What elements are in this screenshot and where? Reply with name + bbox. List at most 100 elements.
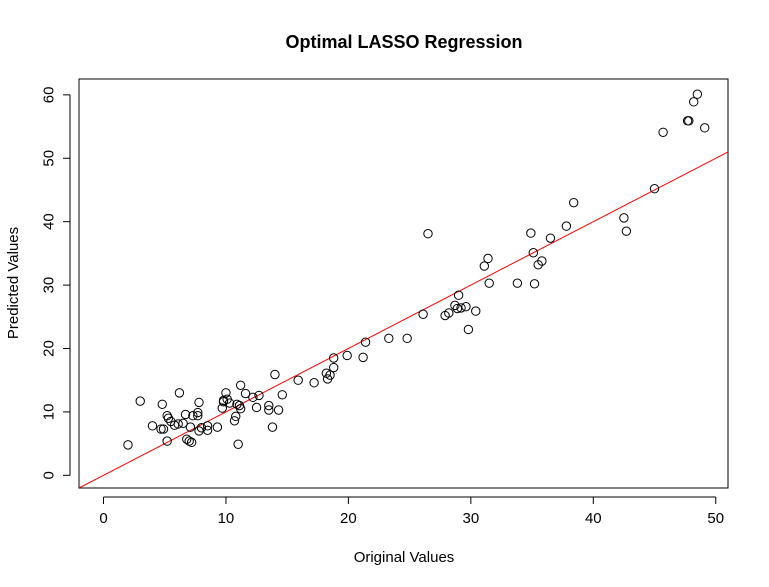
data-point: [325, 370, 335, 380]
data-point: [360, 337, 371, 347]
data-point: [621, 226, 632, 236]
data-point: [231, 411, 241, 422]
data-point: [561, 221, 572, 231]
data-point: [186, 437, 197, 448]
data-point: [479, 261, 490, 271]
data-point: [700, 123, 710, 133]
y-axis-label: Predicted Values: [5, 227, 22, 339]
data-point: [180, 409, 191, 420]
data-point: [248, 392, 258, 403]
data-point: [162, 436, 172, 446]
data-point: [418, 309, 428, 319]
data-point: [184, 436, 194, 446]
plot-frame: [78, 78, 729, 489]
data-point: [196, 423, 207, 433]
y-tick-label: 20: [41, 340, 58, 357]
data-point: [212, 422, 223, 432]
x-tick-label: 0: [99, 510, 107, 527]
data-point: [684, 116, 694, 126]
data-point: [529, 279, 540, 289]
data-point: [158, 424, 169, 434]
data-point: [229, 416, 240, 426]
data-point: [235, 380, 246, 390]
data-point: [309, 378, 319, 388]
data-point: [342, 350, 352, 361]
data-point: [293, 375, 303, 385]
data-point: [270, 369, 280, 380]
data-point: [173, 419, 183, 429]
data-point: [569, 197, 579, 208]
data-point: [692, 89, 703, 99]
data-point: [423, 229, 433, 239]
y-tick-label: 30: [41, 277, 58, 294]
data-point: [193, 407, 203, 418]
data-point: [483, 253, 493, 264]
data-point: [202, 425, 213, 435]
data-point: [526, 228, 536, 238]
data-point: [123, 440, 133, 450]
y-tick-label: 40: [41, 213, 58, 230]
fit-line-group: [79, 151, 728, 488]
data-point: [453, 290, 464, 300]
data-point: [689, 97, 699, 107]
data-point: [251, 402, 262, 413]
data-point: [329, 353, 339, 363]
data-point: [217, 403, 227, 413]
data-point: [619, 213, 629, 223]
y-tick-label: 50: [41, 150, 58, 167]
data-point: [163, 413, 174, 423]
data-point: [456, 303, 466, 313]
data-point: [461, 301, 471, 312]
data-point: [484, 278, 494, 288]
data-point: [169, 420, 180, 430]
data-point: [452, 303, 463, 314]
data-point: [329, 362, 339, 373]
data-point: [240, 388, 251, 399]
chart-title: Optimal LASSO Regression: [285, 32, 522, 52]
data-point: [273, 405, 284, 415]
data-point: [188, 411, 198, 421]
data-point: [402, 333, 412, 344]
x-axis-label: Original Values: [354, 549, 455, 566]
data-point: [185, 422, 196, 432]
data-point: [264, 405, 274, 415]
data-point: [157, 399, 167, 409]
data-point: [537, 256, 547, 266]
reference-line: [79, 151, 728, 488]
y-tick-label: 10: [41, 404, 58, 421]
data-point: [135, 396, 145, 406]
data-point: [233, 439, 243, 449]
x-tick-label: 40: [585, 510, 602, 527]
data-point: [254, 390, 264, 401]
data-point: [264, 400, 274, 411]
data-point: [444, 308, 454, 318]
x-axis: 0 10 20 30 40 50: [99, 496, 724, 527]
data-point: [384, 333, 394, 344]
data-point: [235, 404, 246, 414]
data-point: [174, 388, 185, 398]
x-tick-label: 30: [463, 510, 480, 527]
data-point: [267, 422, 278, 432]
data-point: [658, 127, 668, 137]
data-point: [221, 388, 231, 398]
data-point: [471, 306, 481, 316]
y-tick-label: 60: [41, 87, 58, 104]
data-point: [202, 421, 213, 431]
y-axis: 0 10 20 30 40 50 60: [41, 87, 71, 479]
data-point: [450, 300, 460, 311]
data-point: [463, 324, 474, 335]
data-point: [512, 278, 523, 288]
data-point: [358, 352, 368, 363]
data-point: [147, 421, 158, 431]
data-point: [528, 248, 538, 258]
data-point: [649, 184, 660, 194]
data-point: [277, 390, 287, 400]
y-tick-label: 0: [41, 471, 58, 479]
data-points: [123, 89, 710, 450]
data-point: [194, 397, 204, 408]
x-tick-label: 20: [340, 510, 357, 527]
x-tick-label: 10: [218, 510, 235, 527]
data-point: [182, 434, 192, 444]
